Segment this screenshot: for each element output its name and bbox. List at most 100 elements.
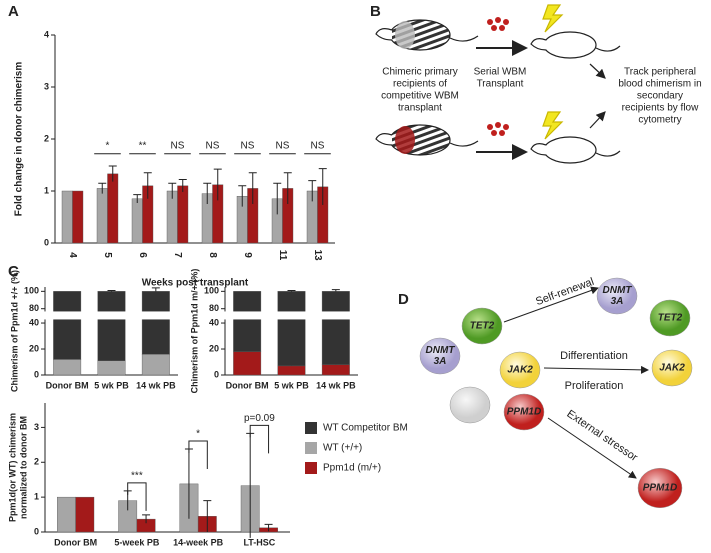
arrow bbox=[503, 286, 599, 323]
legend-swatch bbox=[305, 422, 317, 434]
bar bbox=[53, 359, 82, 376]
y-tick-label: 100 bbox=[24, 286, 39, 296]
error-bar bbox=[308, 180, 317, 202]
x-axis-label: Weeks post transplant bbox=[142, 278, 249, 289]
x-tick-label: 5-week PB bbox=[114, 537, 160, 547]
panel-label: A bbox=[8, 3, 19, 20]
x-tick-label: 5 wk PB bbox=[94, 380, 129, 390]
gene-label: TET2 bbox=[470, 321, 495, 332]
arrow-label: Differentiation bbox=[560, 350, 628, 362]
significance-label: NS bbox=[276, 140, 290, 151]
error-bar bbox=[238, 185, 247, 207]
error-bar bbox=[98, 182, 107, 194]
y-tick-label: 20 bbox=[29, 343, 39, 353]
error-bar bbox=[143, 172, 152, 199]
y-tick-label: 2 bbox=[34, 457, 39, 467]
y-axis-label: Ppm1d(or WT) chimerism bbox=[7, 413, 17, 522]
x-tick-label: Donor BM bbox=[46, 380, 89, 390]
y-axis-label: Fold change in donor chimerism bbox=[14, 62, 25, 217]
error-bar bbox=[133, 194, 142, 203]
bar bbox=[97, 360, 126, 376]
x-tick-label: 8 bbox=[207, 252, 218, 258]
axis-break bbox=[219, 311, 360, 320]
significance-label: NS bbox=[311, 140, 325, 151]
diagram-text: transplant bbox=[398, 103, 442, 114]
bar bbox=[233, 291, 262, 352]
x-tick-label: 6 bbox=[137, 252, 148, 258]
bar bbox=[57, 496, 76, 533]
x-tick-label: LT-HSC bbox=[243, 537, 275, 547]
bar bbox=[177, 185, 189, 244]
legend: WT Competitor BM WT (+/+) Ppm1d (m/+) bbox=[305, 422, 408, 474]
error-bar bbox=[168, 182, 177, 199]
diagram-text: Track peripheral bbox=[624, 67, 696, 78]
gene-node bbox=[649, 299, 691, 337]
diagram-text: recipients by flow bbox=[622, 103, 699, 114]
arrow bbox=[547, 417, 637, 479]
x-tick-label: 11 bbox=[277, 250, 288, 261]
x-tick-label: 14 wk PB bbox=[316, 380, 356, 390]
legend-swatch bbox=[305, 442, 317, 454]
x-tick-label: 7 bbox=[172, 252, 183, 258]
y-tick-label: 20 bbox=[209, 343, 219, 353]
error-bar bbox=[287, 289, 296, 292]
x-tick-label: 9 bbox=[242, 252, 253, 258]
bar bbox=[72, 190, 84, 244]
panel-label: C bbox=[8, 263, 19, 280]
diagram-text: cytometry bbox=[638, 115, 681, 126]
bar bbox=[75, 496, 95, 533]
y-tick-label: 1 bbox=[44, 185, 49, 195]
axis-break bbox=[39, 311, 180, 320]
gene-node bbox=[461, 307, 503, 345]
gene-node bbox=[503, 393, 545, 431]
y-axis-label: Chimerism of Ppm1d m/+ (%) bbox=[189, 269, 199, 394]
bar bbox=[107, 173, 119, 244]
arrow-label: External stressor bbox=[564, 408, 639, 464]
y-axis-label: Chimerism of Ppm1d +/+ (%) bbox=[9, 270, 19, 392]
legend-label: WT (+/+) bbox=[323, 443, 362, 454]
y-tick-label: 1 bbox=[34, 492, 39, 502]
gene-label: 3A bbox=[611, 296, 624, 307]
error-bar bbox=[178, 179, 187, 193]
bar bbox=[233, 351, 262, 376]
gene-label: 3A bbox=[434, 356, 447, 367]
bar bbox=[97, 291, 126, 361]
diagram-text: Serial WBM bbox=[474, 67, 527, 78]
significance-bracket bbox=[249, 424, 270, 454]
significance-label: NS bbox=[171, 140, 185, 151]
y-tick-label: 100 bbox=[204, 286, 219, 296]
significance-label: p=0.09 bbox=[244, 413, 275, 424]
bar bbox=[277, 365, 306, 376]
diagram-text: competitive WBM bbox=[381, 91, 459, 102]
diagram-text: secondary bbox=[637, 91, 683, 102]
bar bbox=[53, 291, 82, 360]
error-bar bbox=[142, 514, 151, 524]
y-tick-label: 40 bbox=[209, 317, 219, 327]
gene-node bbox=[449, 386, 491, 424]
error-bar bbox=[264, 523, 273, 532]
significance-bracket bbox=[127, 482, 147, 511]
diagram-text: Transplant bbox=[477, 79, 524, 90]
bar bbox=[321, 364, 350, 376]
error-bar bbox=[151, 287, 160, 292]
legend-label: WT Competitor BM bbox=[323, 423, 408, 434]
x-tick-label: 4 bbox=[67, 252, 78, 258]
panel-label: D bbox=[398, 291, 409, 308]
error-bar bbox=[213, 168, 222, 201]
x-tick-label: 14 wk PB bbox=[136, 380, 176, 390]
diagram-text: recipients of bbox=[393, 79, 447, 90]
error-bar bbox=[318, 168, 327, 206]
significance-label: ** bbox=[139, 140, 147, 151]
gene-node bbox=[596, 277, 638, 315]
x-tick-label: 14-week PB bbox=[173, 537, 224, 547]
diagram-text: blood chimerism in bbox=[618, 79, 701, 90]
error-bar bbox=[248, 172, 257, 204]
gene-label: PPM1D bbox=[507, 407, 541, 418]
bar bbox=[131, 198, 143, 244]
error-bar bbox=[273, 182, 282, 215]
arrow bbox=[543, 365, 649, 374]
bar bbox=[141, 354, 170, 376]
bar bbox=[61, 190, 73, 244]
gene-label: JAK2 bbox=[659, 363, 685, 374]
